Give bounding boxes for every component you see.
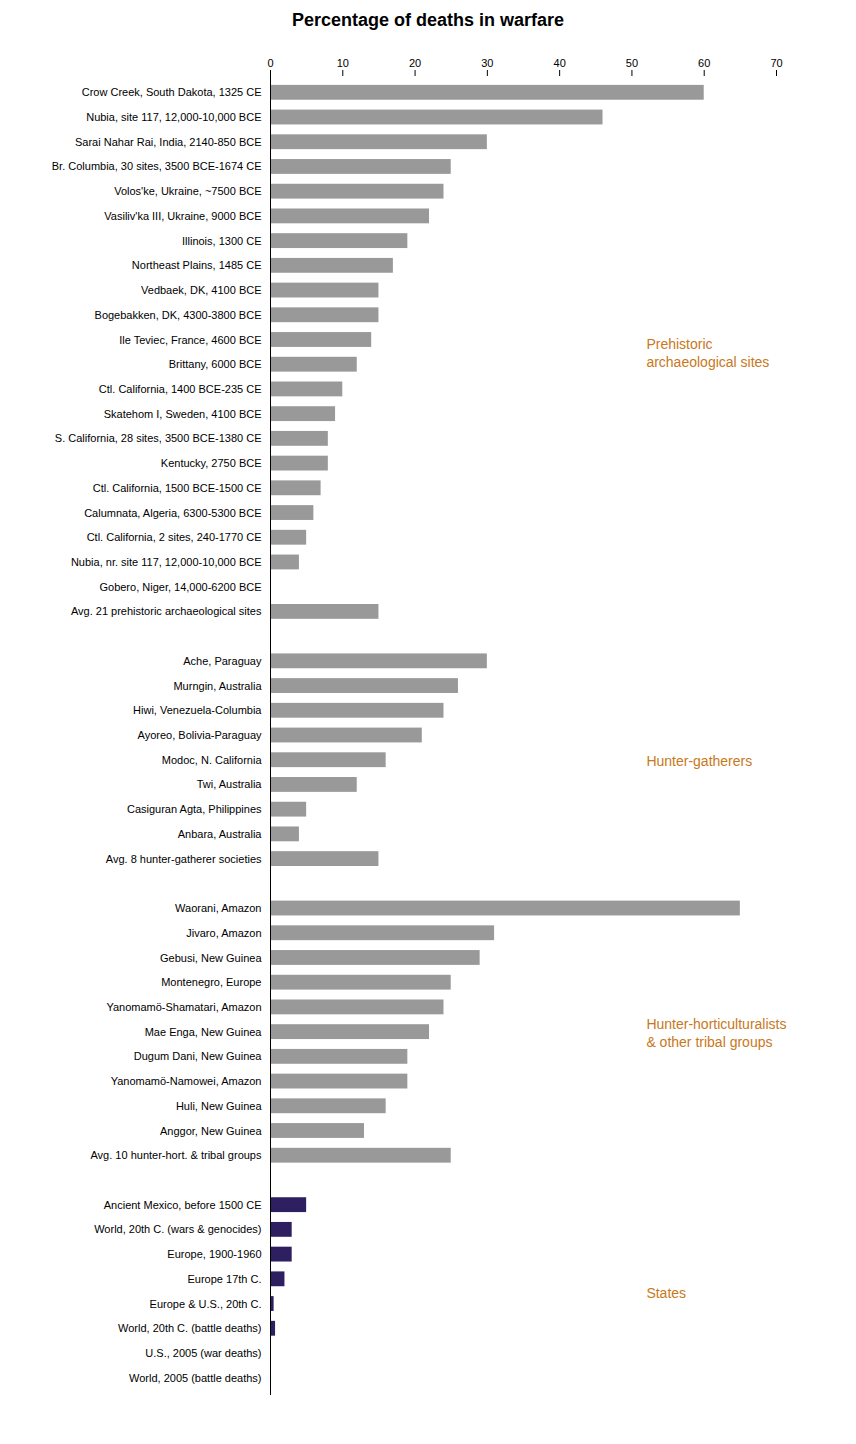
svg-text:Avg. 8 hunter-gatherer societi: Avg. 8 hunter-gatherer societies: [106, 853, 262, 865]
svg-text:10: 10: [337, 57, 349, 69]
svg-text:Vedbaek, DK, 4100 BCE: Vedbaek, DK, 4100 BCE: [141, 284, 261, 296]
svg-text:Anbara, Australia: Anbara, Australia: [178, 828, 263, 840]
svg-text:Br. Columbia, 30 sites, 3500 B: Br. Columbia, 30 sites, 3500 BCE-1674 CE: [52, 160, 262, 172]
svg-text:Sarai Nahar Rai, India, 2140-8: Sarai Nahar Rai, India, 2140-850 BCE: [75, 136, 262, 148]
svg-text:Kentucky, 2750 BCE: Kentucky, 2750 BCE: [161, 457, 262, 469]
svg-text:Modoc, N. California: Modoc, N. California: [162, 754, 263, 766]
svg-text:Crow Creek, South Dakota, 1325: Crow Creek, South Dakota, 1325 CE: [82, 86, 262, 98]
svg-text:20: 20: [409, 57, 421, 69]
svg-text:Yanomamö-Namowei, Amazon: Yanomamö-Namowei, Amazon: [111, 1075, 262, 1087]
svg-text:Ancient Mexico, before 1500 CE: Ancient Mexico, before 1500 CE: [104, 1199, 262, 1211]
svg-text:60: 60: [698, 57, 710, 69]
svg-text:Murngin, Australia: Murngin, Australia: [173, 680, 262, 692]
svg-text:S. California, 28 sites, 3500: S. California, 28 sites, 3500 BCE-1380 C…: [55, 432, 262, 444]
svg-text:U.S., 2005 (war deaths): U.S., 2005 (war deaths): [145, 1347, 261, 1359]
svg-text:30: 30: [481, 57, 493, 69]
svg-text:States: States: [646, 1285, 686, 1301]
svg-text:Mae Enga, New Guinea: Mae Enga, New Guinea: [145, 1026, 263, 1038]
svg-text:50: 50: [626, 57, 638, 69]
svg-text:Waorani, Amazon: Waorani, Amazon: [175, 902, 261, 914]
svg-text:Europe, 1900-1960: Europe, 1900-1960: [167, 1248, 261, 1260]
svg-text:Dugum Dani, New Guinea: Dugum Dani, New Guinea: [134, 1050, 263, 1062]
svg-text:0: 0: [267, 57, 273, 69]
svg-text:Volos'ke, Ukraine, ~7500 BCE: Volos'ke, Ukraine, ~7500 BCE: [114, 185, 261, 197]
svg-text:Montenegro, Europe: Montenegro, Europe: [161, 976, 261, 988]
svg-text:Casiguran Agta, Philippines: Casiguran Agta, Philippines: [127, 803, 262, 815]
svg-text:Jivaro, Amazon: Jivaro, Amazon: [186, 927, 261, 939]
svg-text:Huli, New Guinea: Huli, New Guinea: [176, 1100, 262, 1112]
svg-text:70: 70: [770, 57, 782, 69]
svg-text:World, 2005 (battle deaths): World, 2005 (battle deaths): [129, 1372, 261, 1384]
svg-text:Ile Teviec, France, 4600 BCE: Ile Teviec, France, 4600 BCE: [119, 334, 261, 346]
svg-text:Ctl. California, 1400 BCE-235: Ctl. California, 1400 BCE-235 CE: [99, 383, 262, 395]
svg-text:Hunter-gatherers: Hunter-gatherers: [646, 753, 752, 769]
svg-text:World, 20th C. (battle deaths): World, 20th C. (battle deaths): [118, 1322, 261, 1334]
svg-text:Calumnata, Algeria, 6300-5300: Calumnata, Algeria, 6300-5300 BCE: [84, 507, 261, 519]
svg-text:Europe 17th C.: Europe 17th C.: [188, 1273, 262, 1285]
svg-text:40: 40: [554, 57, 566, 69]
svg-text:Avg. 21 prehistoric archaeolog: Avg. 21 prehistoric archaeological sites: [71, 605, 262, 617]
svg-text:Europe & U.S., 20th C.: Europe & U.S., 20th C.: [150, 1298, 262, 1310]
svg-text:Nubia, nr. site 117, 12,000-10: Nubia, nr. site 117, 12,000-10,000 BCE: [71, 556, 262, 568]
svg-text:Bogebakken, DK, 4300-3800 BCE: Bogebakken, DK, 4300-3800 BCE: [95, 309, 262, 321]
svg-text:World, 20th C. (wars & genocid: World, 20th C. (wars & genocides): [94, 1223, 261, 1235]
svg-text:Twi, Australia: Twi, Australia: [197, 778, 263, 790]
svg-text:Northeast Plains, 1485 CE: Northeast Plains, 1485 CE: [132, 259, 262, 271]
svg-text:Ayoreo, Bolivia-Paraguay: Ayoreo, Bolivia-Paraguay: [138, 729, 262, 741]
svg-text:Yanomamö-Shamatari, Amazon: Yanomamö-Shamatari, Amazon: [106, 1001, 261, 1013]
svg-text:Nubia, site 117, 12,000-10,000: Nubia, site 117, 12,000-10,000 BCE: [86, 111, 261, 123]
svg-text:Vasiliv'ka III, Ukraine, 9000: Vasiliv'ka III, Ukraine, 9000 BCE: [104, 210, 261, 222]
svg-text:Illinois, 1300 CE: Illinois, 1300 CE: [182, 235, 262, 247]
html-text:Percentage of deaths in warfar: Percentage of deaths in warfare: [292, 10, 564, 30]
svg-text:Ctl. California, 2 sites, 240-: Ctl. California, 2 sites, 240-1770 CE: [87, 531, 262, 543]
svg-text:Avg. 10 hunter-hort. & tribal: Avg. 10 hunter-hort. & tribal groups: [90, 1149, 262, 1161]
svg-text:Gebusi, New Guinea: Gebusi, New Guinea: [160, 951, 262, 963]
svg-text:Ache, Paraguay: Ache, Paraguay: [183, 655, 262, 667]
svg-text:Ctl. California, 1500 BCE-1500: Ctl. California, 1500 BCE-1500 CE: [93, 482, 262, 494]
svg-text:Gobero, Niger, 14,000-6200 BCE: Gobero, Niger, 14,000-6200 BCE: [99, 581, 261, 593]
svg-text:Hunter-horticulturalists& othe: Hunter-horticulturalists& other tribal g…: [646, 1016, 786, 1050]
svg-text:Skatehom I, Sweden, 4100 BCE: Skatehom I, Sweden, 4100 BCE: [104, 408, 262, 420]
svg-text:Hiwi, Venezuela-Columbia: Hiwi, Venezuela-Columbia: [133, 704, 262, 716]
svg-text:Brittany, 6000 BCE: Brittany, 6000 BCE: [169, 358, 262, 370]
svg-text:Prehistoricarchaeological site: Prehistoricarchaeological sites: [646, 336, 769, 370]
svg-text:Anggor, New Guinea: Anggor, New Guinea: [160, 1125, 262, 1137]
